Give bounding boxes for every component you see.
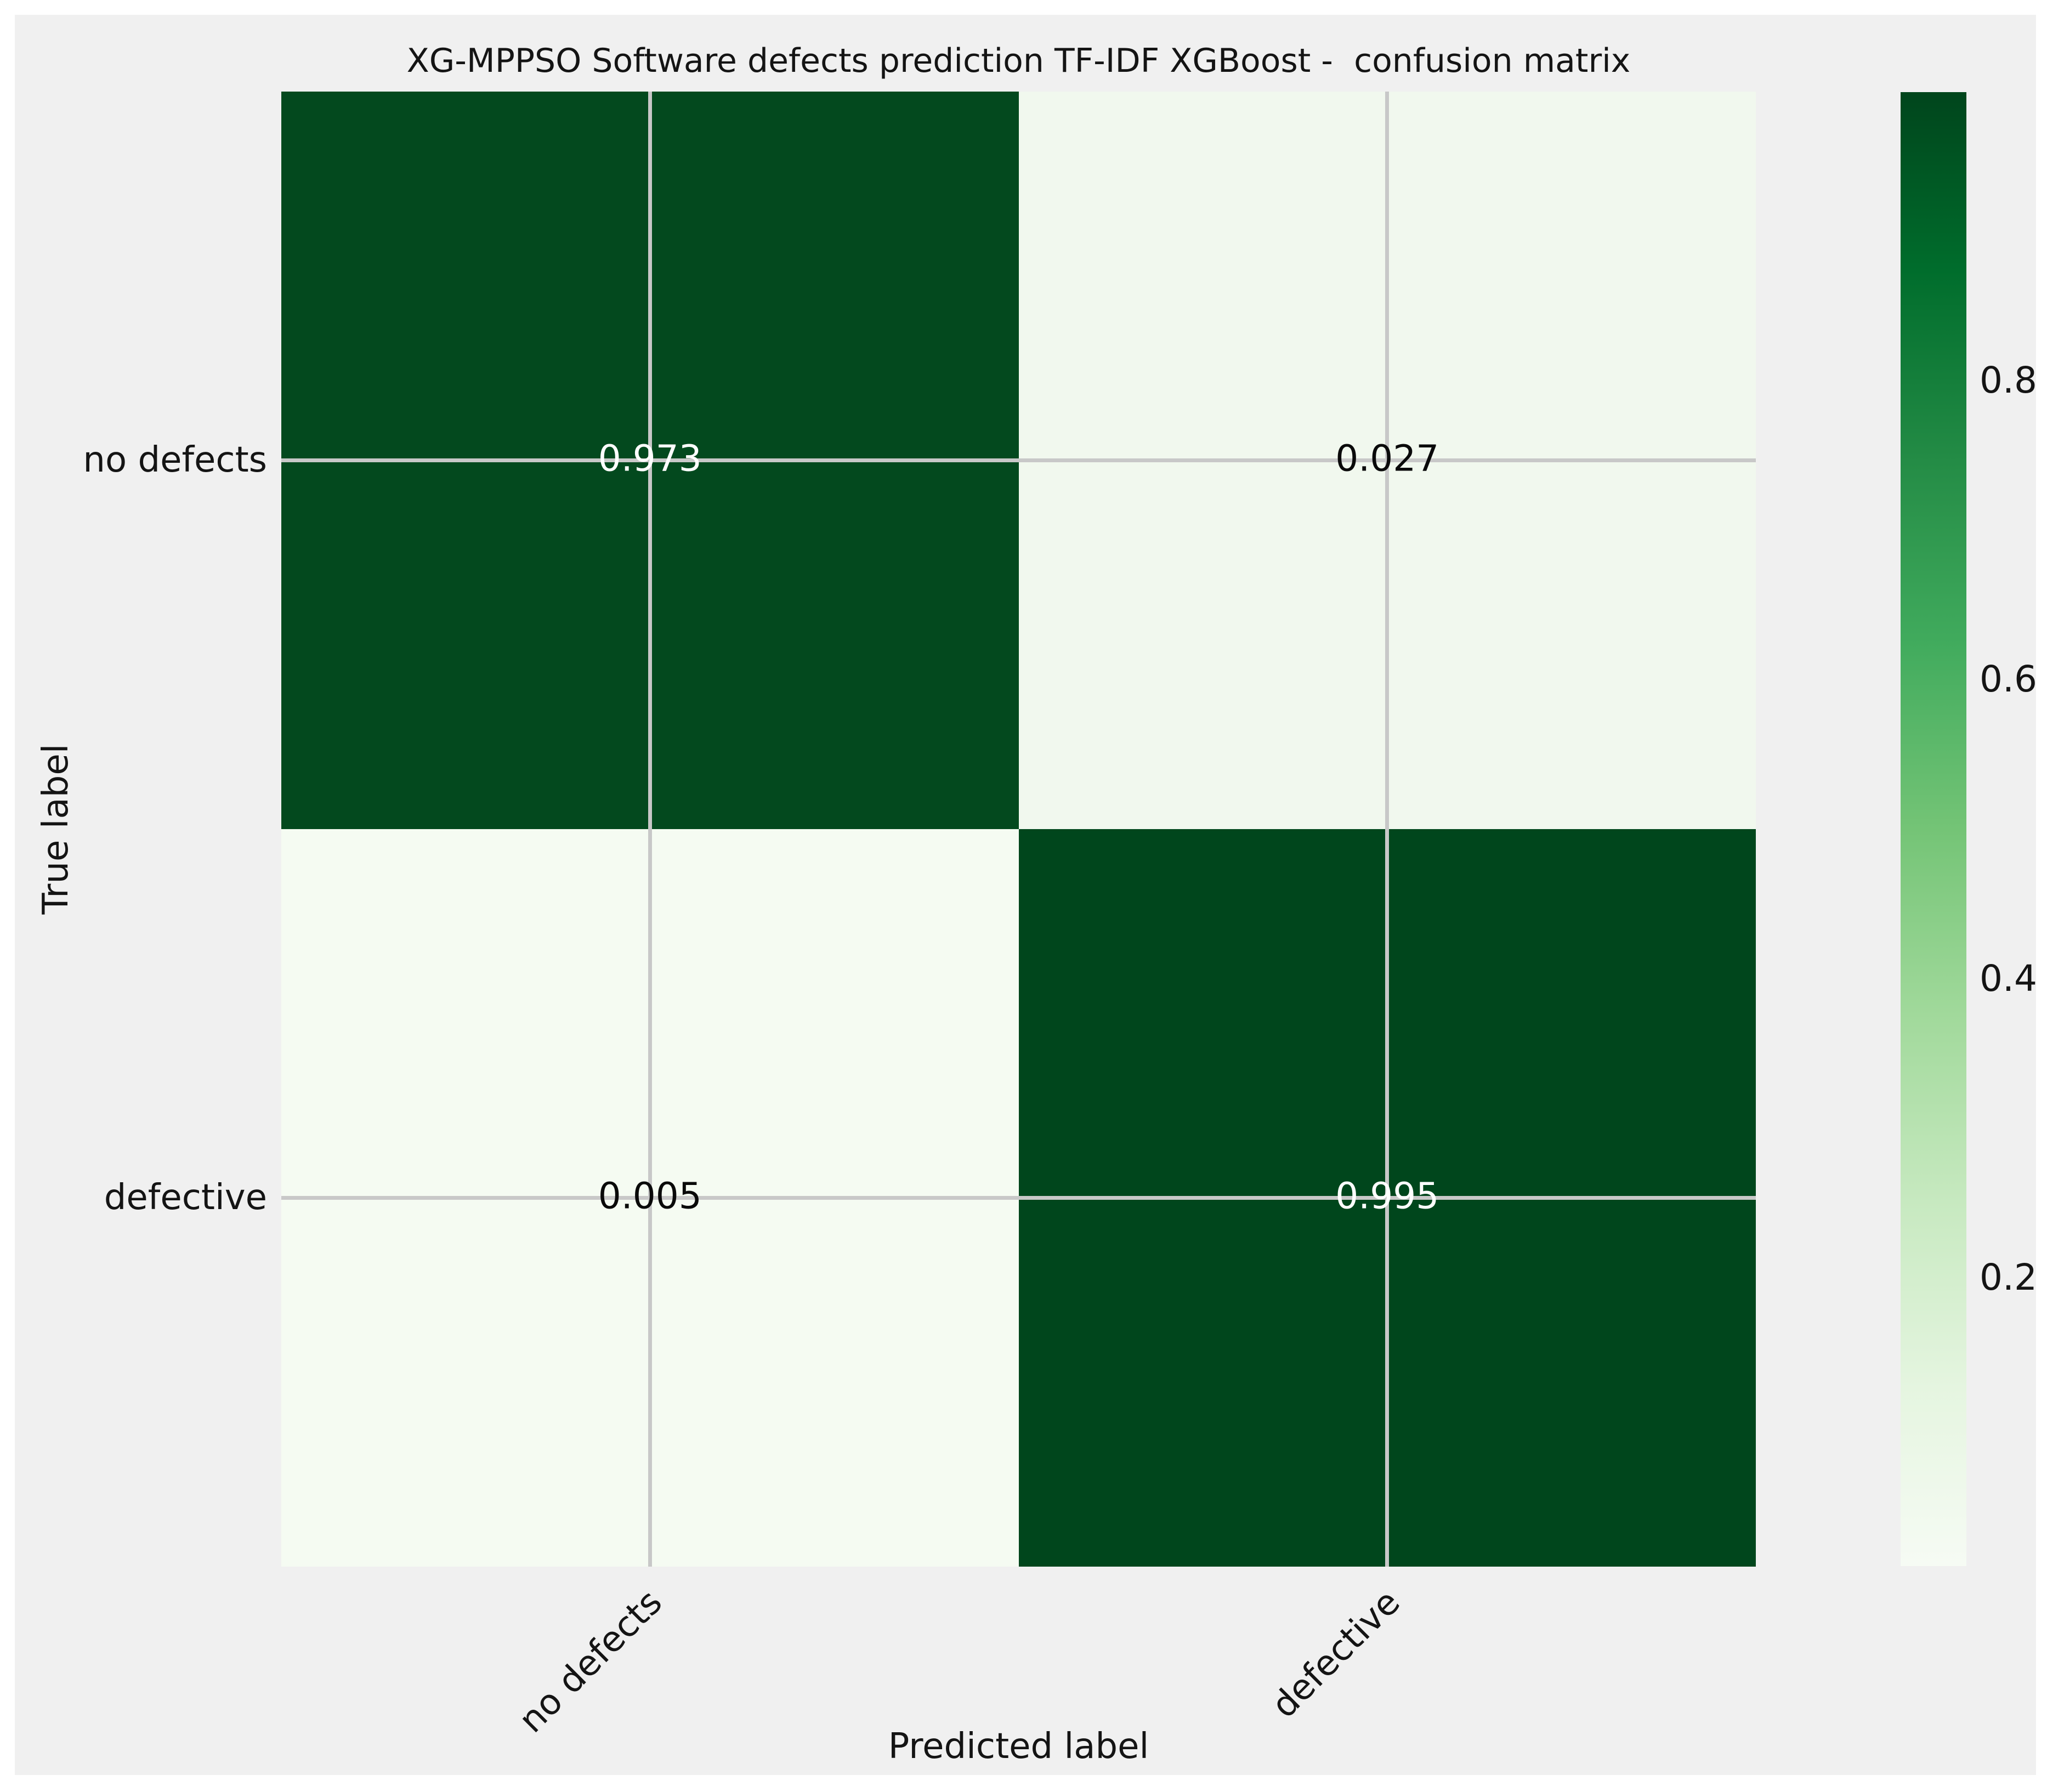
y-axis-label: True label [36, 744, 76, 915]
y-tick-label-no-defects: no defects [83, 440, 267, 480]
x-tick-label-no-defects: no defects [511, 1582, 671, 1741]
colorbar [1901, 92, 1966, 1566]
cell-value: 0.973 [598, 437, 702, 480]
cell-value: 0.995 [1335, 1175, 1439, 1217]
x-axis-label: Predicted label [888, 1726, 1149, 1767]
gridline-vertical-col2 [1385, 92, 1390, 1567]
colorbar-tick-label: 0.8 [1980, 359, 2037, 401]
confusion-matrix-heatmap: 0.973 0.027 0.005 0.995 [281, 92, 1756, 1567]
colorbar-tick-label: 0.4 [1980, 957, 2037, 1000]
colorbar-tick-label: 0.6 [1980, 658, 2037, 700]
colorbar-tick-label: 0.2 [1980, 1256, 2037, 1298]
gridline-horizontal-row2 [281, 1196, 1756, 1200]
figure-background: XG-MPPSO Software defects prediction TF-… [15, 15, 2037, 1775]
cell-value: 0.027 [1335, 437, 1439, 480]
gridline-vertical-col1 [648, 92, 652, 1567]
cell-value: 0.005 [598, 1175, 702, 1217]
gridline-horizontal-row1 [281, 458, 1756, 462]
chart-title: XG-MPPSO Software defects prediction TF-… [406, 42, 1631, 80]
x-tick-label-defective: defective [1263, 1582, 1408, 1726]
y-tick-label-defective: defective [104, 1177, 267, 1218]
